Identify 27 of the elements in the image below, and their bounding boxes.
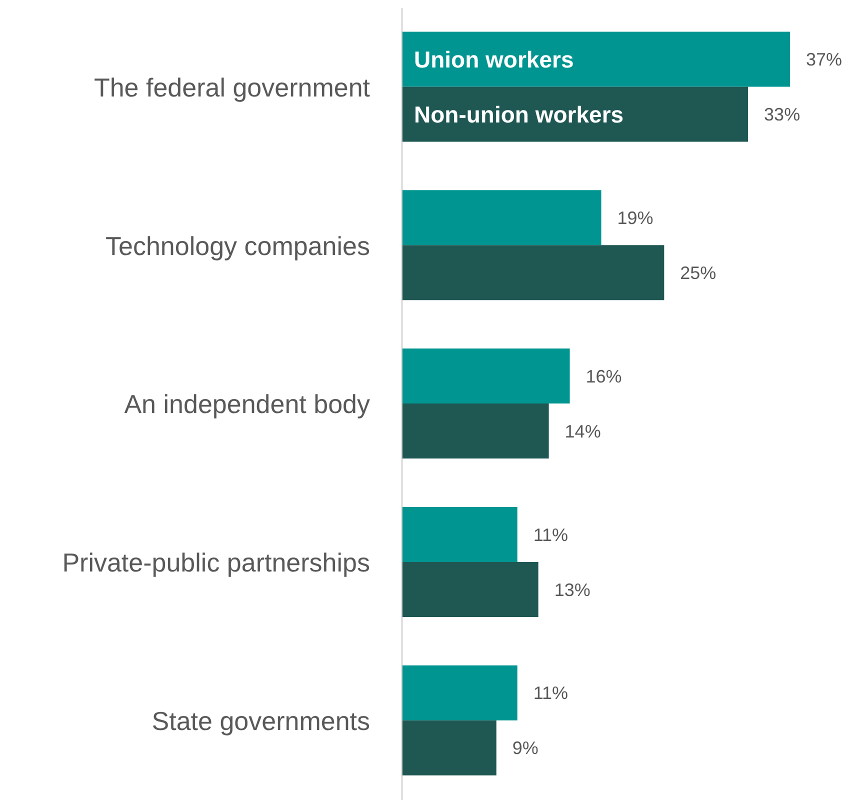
bar	[402, 665, 518, 720]
y-tick-label: Private-public partnerships	[62, 548, 370, 578]
data-label: 9%	[512, 738, 538, 758]
series-label: Union workers	[414, 46, 574, 72]
bar	[402, 32, 790, 87]
bar	[402, 506, 518, 562]
bar	[402, 86, 748, 142]
y-tick-label: An independent body	[124, 389, 370, 420]
bar	[402, 562, 538, 617]
bar	[402, 404, 549, 459]
data-label: 33%	[764, 104, 800, 125]
bar	[402, 348, 570, 404]
bar	[402, 720, 496, 776]
bar	[402, 245, 664, 300]
data-label: 11%	[533, 524, 568, 545]
data-label: 16%	[586, 366, 622, 386]
y-tick-label: Technology companies	[106, 230, 370, 261]
data-label: 25%	[680, 262, 716, 283]
data-label: 37%	[806, 50, 842, 70]
data-label: 19%	[617, 208, 654, 228]
data-label: 13%	[554, 580, 590, 600]
bar	[402, 190, 602, 246]
y-tick-label: The federal government	[94, 72, 371, 102]
data-label: 11%	[533, 683, 568, 704]
series-label: Non-union workers	[414, 101, 624, 128]
data-label: 14%	[564, 421, 601, 442]
y-tick-label: State governments	[152, 706, 370, 736]
